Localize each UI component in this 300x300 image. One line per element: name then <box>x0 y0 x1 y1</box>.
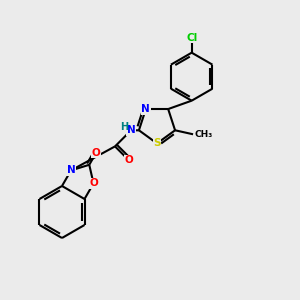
Text: H: H <box>120 122 128 132</box>
Text: N: N <box>127 125 135 135</box>
Text: H: H <box>127 125 135 135</box>
Text: O: O <box>124 155 134 165</box>
Text: O: O <box>89 178 98 188</box>
Text: N: N <box>67 165 75 176</box>
Text: O: O <box>92 148 100 158</box>
Text: N: N <box>142 104 150 114</box>
Text: S: S <box>153 138 161 148</box>
Text: Cl: Cl <box>186 33 197 43</box>
Text: CH₃: CH₃ <box>194 130 212 139</box>
